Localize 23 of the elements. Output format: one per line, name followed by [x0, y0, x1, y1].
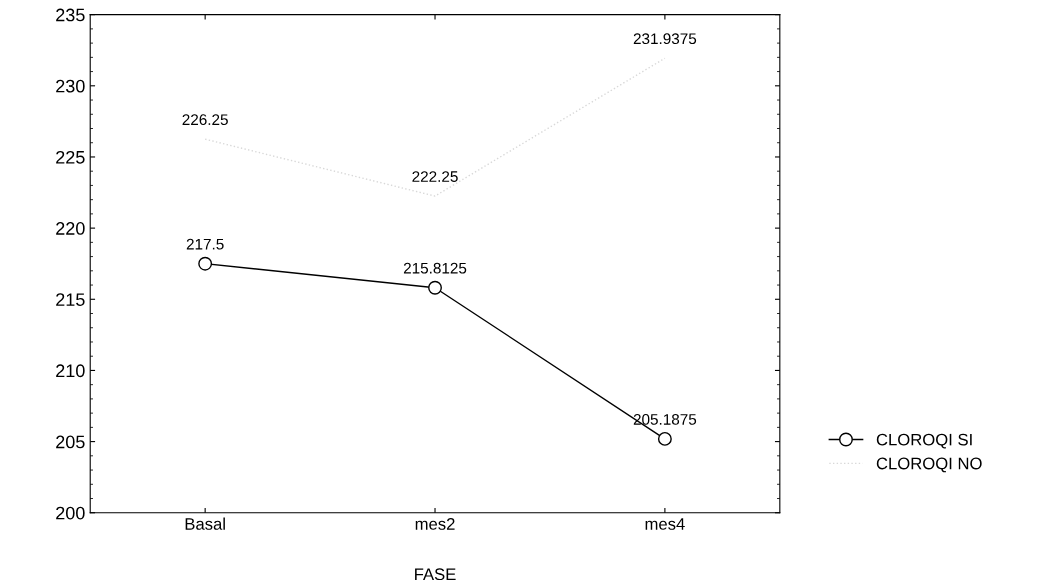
- y-tick-label: 210: [56, 364, 85, 378]
- y-tick-label: 220: [56, 222, 85, 235]
- data-label: 205.1875: [633, 413, 697, 425]
- y-tick-label: 225: [56, 150, 85, 164]
- point: [428, 280, 442, 295]
- legend-label: CLOROQI NO: [876, 457, 982, 473]
- y-tick-label: 230: [56, 79, 85, 93]
- data-label: 231.9375: [633, 33, 697, 45]
- point: [198, 256, 213, 271]
- x-tick-label: Basal: [185, 517, 225, 530]
- x-tick-label: mes2: [415, 518, 455, 530]
- y-tick-label: 200: [56, 506, 85, 520]
- y-tick-label: 215: [56, 293, 85, 306]
- data-label: 215.8125: [403, 262, 467, 274]
- legend-label: CLOROQI SI: [876, 433, 972, 449]
- x-axis-title: FASE: [415, 568, 456, 581]
- y-tick-label: 205: [56, 435, 85, 449]
- data-label: 222.25: [412, 171, 458, 182]
- data-label: 217.5: [186, 238, 224, 250]
- data-label: 226.25: [182, 114, 228, 126]
- point: [657, 431, 672, 446]
- y-tick-label: 235: [56, 8, 85, 22]
- x-tick-label: mes4: [645, 518, 685, 530]
